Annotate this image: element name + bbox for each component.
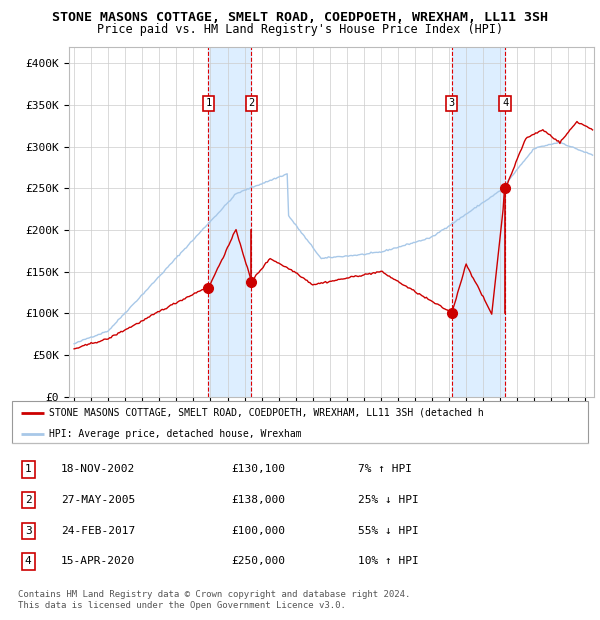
Text: £138,000: £138,000 [231,495,285,505]
FancyBboxPatch shape [12,401,588,443]
Text: 25% ↓ HPI: 25% ↓ HPI [358,495,418,505]
Text: £250,000: £250,000 [231,557,285,567]
Text: 24-FEB-2017: 24-FEB-2017 [61,526,135,536]
Text: 3: 3 [25,526,32,536]
Text: 27-MAY-2005: 27-MAY-2005 [61,495,135,505]
Text: 55% ↓ HPI: 55% ↓ HPI [358,526,418,536]
Text: 10% ↑ HPI: 10% ↑ HPI [358,557,418,567]
Text: 7% ↑ HPI: 7% ↑ HPI [358,464,412,474]
Text: 2: 2 [25,495,32,505]
Text: 1: 1 [205,98,212,108]
Text: 15-APR-2020: 15-APR-2020 [61,557,135,567]
Text: 18-NOV-2002: 18-NOV-2002 [61,464,135,474]
Text: 3: 3 [449,98,455,108]
Bar [452,46,505,397]
Text: 1: 1 [25,464,32,474]
Text: STONE MASONS COTTAGE, SMELT ROAD, COEDPOETH, WREXHAM, LL11 3SH: STONE MASONS COTTAGE, SMELT ROAD, COEDPO… [52,11,548,24]
Text: £100,000: £100,000 [231,526,285,536]
Text: £130,100: £130,100 [231,464,285,474]
Text: Contains HM Land Registry data © Crown copyright and database right 2024.
This d: Contains HM Land Registry data © Crown c… [18,590,410,609]
Text: 4: 4 [502,98,508,108]
Bar [208,46,251,397]
Text: 4: 4 [25,557,32,567]
Text: 2: 2 [248,98,254,108]
Text: STONE MASONS COTTAGE, SMELT ROAD, COEDPOETH, WREXHAM, LL11 3SH (detached h: STONE MASONS COTTAGE, SMELT ROAD, COEDPO… [49,408,484,418]
Text: Price paid vs. HM Land Registry's House Price Index (HPI): Price paid vs. HM Land Registry's House … [97,23,503,36]
Text: HPI: Average price, detached house, Wrexham: HPI: Average price, detached house, Wrex… [49,429,302,439]
